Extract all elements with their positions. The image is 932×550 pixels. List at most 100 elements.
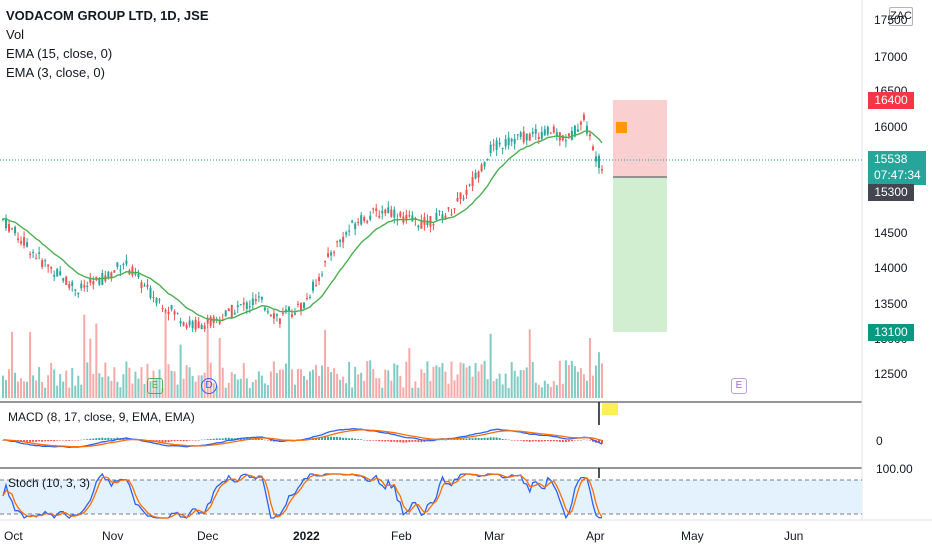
candle-body <box>408 215 411 217</box>
price-tick: 14500 <box>874 226 908 240</box>
volume-bar <box>495 378 498 398</box>
volume-bar <box>549 386 552 398</box>
macd-histogram-bar <box>23 440 26 442</box>
flag-icon-macd <box>602 403 618 415</box>
volume-bar <box>330 372 333 398</box>
macd-histogram-bar <box>552 440 555 442</box>
volume-bar <box>98 373 101 398</box>
candle-body <box>465 189 468 195</box>
macd-histogram-bar <box>405 440 408 443</box>
macd-histogram-bar <box>351 438 354 440</box>
candle-body <box>281 312 284 314</box>
ema15-legend[interactable]: EMA (15, close, 0) <box>6 46 113 61</box>
earnings-upcoming-badge[interactable]: E <box>731 378 747 394</box>
candle-body <box>203 325 206 330</box>
candle-body <box>86 285 89 287</box>
volume-bar <box>53 369 56 398</box>
volume-bar <box>450 361 453 398</box>
candle-body <box>432 224 435 226</box>
target-zone[interactable] <box>613 100 667 177</box>
volume-bar <box>176 384 179 398</box>
macd-histogram-bar <box>194 440 197 441</box>
volume-bar <box>363 380 366 398</box>
volume-bar <box>414 381 417 398</box>
candle-body <box>309 297 312 299</box>
macd-histogram-bar <box>531 440 534 442</box>
macd-histogram-bar <box>486 437 489 440</box>
volume-bar <box>278 369 281 398</box>
volume-bar <box>38 367 41 398</box>
macd-histogram-bar <box>396 440 399 443</box>
macd-histogram-bar <box>254 438 257 440</box>
volume-bar <box>384 369 387 398</box>
macd-histogram-bar <box>342 437 345 440</box>
candle-body <box>182 322 185 326</box>
macd-zero-tick: 0 <box>876 434 883 448</box>
volume-bar <box>489 333 492 398</box>
candle-body <box>38 252 41 254</box>
volume-legend[interactable]: Vol <box>6 27 25 42</box>
macd-histogram-bar <box>77 440 80 441</box>
candle-body <box>444 215 447 220</box>
volume-bar <box>588 338 591 398</box>
macd-histogram-bar <box>438 439 441 441</box>
candle-body <box>170 305 173 310</box>
volume-bar <box>354 366 357 398</box>
ema3-legend[interactable]: EMA (3, close, 0) <box>6 65 105 80</box>
macd-histogram-bar <box>188 440 191 441</box>
candle-body <box>339 239 342 242</box>
candle-body <box>74 289 77 291</box>
candle-body <box>456 198 459 202</box>
macd-signal-line <box>3 429 603 448</box>
candle-body <box>56 268 59 277</box>
macd-histogram-bar <box>381 440 384 442</box>
macd-histogram-bar <box>525 440 528 442</box>
stoch-label[interactable]: Stoch (10, 3, 3) <box>8 476 91 490</box>
candle-body <box>164 310 167 312</box>
volume-bar <box>501 384 504 398</box>
macd-histogram-bar <box>576 440 579 441</box>
volume-bar <box>257 371 260 398</box>
candle-body <box>342 236 345 243</box>
macd-histogram-bar <box>59 440 62 441</box>
candle-body <box>92 281 95 285</box>
macd-histogram-bar <box>257 438 260 440</box>
macd-histogram-bar <box>47 440 50 442</box>
volume-bar <box>86 362 89 398</box>
volume-bar <box>543 380 546 398</box>
candle-body <box>318 277 321 281</box>
macd-histogram-bar <box>456 438 459 440</box>
macd-histogram-bar <box>266 440 269 441</box>
dividend-badge[interactable]: D <box>201 378 217 394</box>
candle-body <box>125 260 128 264</box>
volume-bar <box>471 376 474 398</box>
stop-zone[interactable] <box>613 177 667 332</box>
candle-body <box>354 223 357 230</box>
volume-bar <box>122 374 125 398</box>
macd-histogram-bar <box>459 438 462 440</box>
candle-body <box>381 211 384 214</box>
candle-body <box>420 220 423 229</box>
candle-body <box>26 242 29 247</box>
macd-histogram-bar <box>546 440 549 442</box>
earnings-badge[interactable]: E <box>147 378 163 394</box>
candle-body <box>369 215 372 220</box>
candle-body <box>417 225 420 228</box>
symbol-title[interactable]: VODACOM GROUP LTD, 1D, JSE <box>6 8 209 23</box>
volume-bar <box>537 384 540 398</box>
candle-body <box>336 241 339 243</box>
volume-bar <box>372 369 375 398</box>
volume-bar <box>393 363 396 398</box>
volume-bar <box>197 375 200 398</box>
volume-bar <box>558 360 561 398</box>
candle-body <box>89 278 92 283</box>
candle-body <box>50 267 53 269</box>
volume-bar <box>251 382 254 398</box>
time-tick: May <box>681 529 704 543</box>
volume-bar <box>248 387 251 398</box>
currency-button[interactable]: ZAC <box>889 7 913 26</box>
macd-histogram-bar <box>564 440 567 443</box>
macd-label[interactable]: MACD (8, 17, close, 9, EMA, EMA) <box>8 410 195 424</box>
flag-icon[interactable] <box>616 122 627 133</box>
